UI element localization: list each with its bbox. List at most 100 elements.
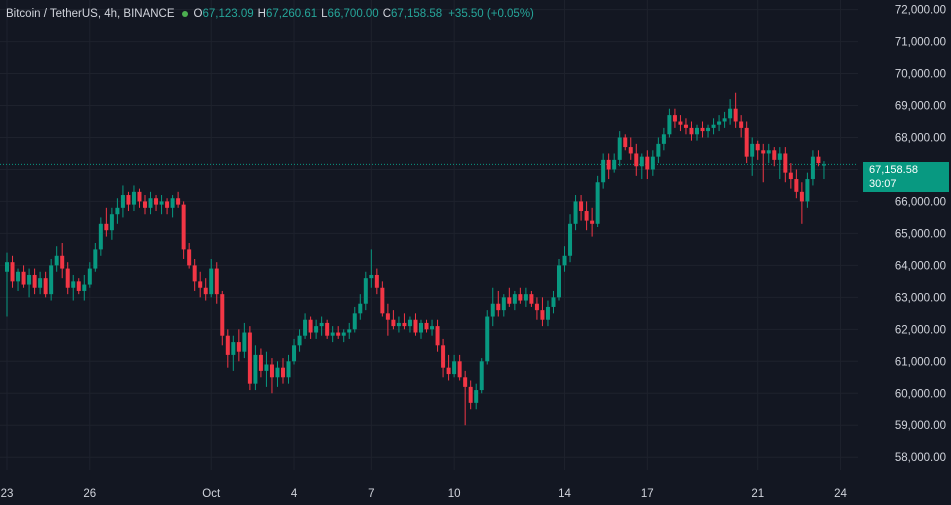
- candle-body: [772, 150, 777, 160]
- candle-body: [137, 191, 142, 202]
- candle-body: [347, 329, 352, 333]
- candle-body: [634, 153, 639, 167]
- candle-body: [43, 278, 48, 295]
- candle-body: [706, 127, 711, 132]
- time-axis[interactable]: 23 26 Oct 4 7 10 14 17 21 24: [1, 488, 848, 500]
- candle-body: [275, 367, 280, 378]
- candle-body: [60, 255, 65, 269]
- open-label: O: [193, 8, 203, 20]
- candle-body: [115, 207, 120, 215]
- candle-body: [661, 134, 666, 144]
- candle-body: [717, 121, 722, 125]
- candle-body: [755, 143, 760, 151]
- price-axis[interactable]: 72,000.00 71,000.00 70,000.00 69,000.00 68,0…: [895, 5, 946, 465]
- candle-body: [143, 201, 147, 208]
- candle-body: [700, 127, 705, 132]
- time-tick-label: 23: [1, 488, 14, 500]
- low-label: L: [321, 8, 328, 20]
- candle-body: [435, 326, 440, 346]
- candle-body: [601, 159, 606, 183]
- candle-body: [65, 268, 70, 288]
- chart-grid: [0, 0, 858, 470]
- candle-body: [529, 294, 534, 304]
- time-tick-label: 10: [448, 488, 461, 500]
- candle-body: [733, 108, 738, 122]
- candle-body: [584, 211, 589, 221]
- candle-body: [424, 322, 429, 330]
- candle-body: [336, 332, 341, 336]
- candle-body: [551, 297, 556, 307]
- candle-body: [534, 303, 539, 311]
- candle-body: [695, 127, 699, 135]
- candle-body: [181, 204, 186, 250]
- candle-body: [131, 191, 136, 205]
- last-price-badge: 67,158.58 30:07: [863, 162, 949, 192]
- candle-body: [325, 322, 330, 336]
- candle-body: [739, 121, 744, 128]
- candle-body: [71, 281, 76, 288]
- candle-body: [540, 310, 545, 320]
- candle-body: [821, 164, 826, 166]
- candle-body: [380, 287, 385, 314]
- candle-body: [595, 182, 600, 224]
- candle-body: [148, 198, 153, 208]
- candle-body: [225, 335, 230, 355]
- close-label: C: [382, 8, 392, 20]
- candle-body: [297, 335, 302, 346]
- candle-body: [606, 159, 611, 170]
- time-tick-label: 17: [641, 488, 654, 500]
- time-tick-label: 7: [368, 488, 374, 500]
- candle-body: [485, 316, 490, 362]
- candle-body: [816, 156, 821, 164]
- symbol-legend: Bitcoin / TetherUS, 4h, BINANCE O 67,123.…: [6, 6, 534, 22]
- candle-body: [159, 201, 164, 205]
- candle-body: [441, 345, 446, 368]
- candle-body: [799, 191, 804, 202]
- candle-body: [750, 143, 755, 157]
- close-value: 67,158.58: [391, 8, 443, 20]
- candle-body: [590, 220, 595, 224]
- candle-body: [689, 127, 694, 135]
- candle-body: [523, 294, 528, 301]
- candle-body: [192, 265, 197, 282]
- candle-body: [391, 319, 396, 327]
- price-tick-label: 64,000.00: [895, 260, 946, 272]
- time-tick-label: 21: [751, 488, 764, 500]
- candle-body: [496, 303, 501, 311]
- symbol-title[interactable]: Bitcoin / TetherUS, 4h, BINANCE: [6, 8, 175, 20]
- candle-body: [165, 201, 170, 208]
- candle-body: [314, 326, 319, 333]
- candle-body: [744, 127, 749, 157]
- candle-body: [507, 297, 512, 304]
- candle-body: [104, 223, 109, 231]
- candle-body: [176, 198, 181, 205]
- candle-body: [352, 313, 357, 330]
- bar-countdown: 30:07: [869, 178, 897, 190]
- candle-body: [363, 278, 368, 304]
- price-tick-label: 69,000.00: [895, 101, 946, 113]
- candle-body: [236, 342, 241, 352]
- candle-body: [98, 223, 103, 250]
- price-tick-label: 58,000.00: [895, 452, 946, 464]
- candle-body: [419, 322, 423, 333]
- candle-body: [93, 249, 98, 269]
- candle-body: [766, 150, 771, 154]
- low-value: 66,700.00: [327, 8, 379, 20]
- candle-body: [761, 150, 766, 154]
- candle-body: [501, 297, 506, 311]
- candle-body: [38, 278, 43, 288]
- candle-body: [242, 332, 247, 352]
- candle-body: [810, 156, 815, 180]
- candle-body: [678, 121, 683, 125]
- candle-body: [430, 326, 435, 330]
- candle-body: [407, 319, 412, 327]
- candle-body: [319, 322, 324, 327]
- candle-body: [16, 271, 21, 282]
- candle-body: [253, 354, 258, 384]
- candle-body: [5, 262, 9, 272]
- candle-body: [27, 274, 32, 285]
- price-tick-label: 59,000.00: [895, 420, 946, 432]
- candle-body: [247, 332, 252, 384]
- candle-body: [518, 294, 523, 301]
